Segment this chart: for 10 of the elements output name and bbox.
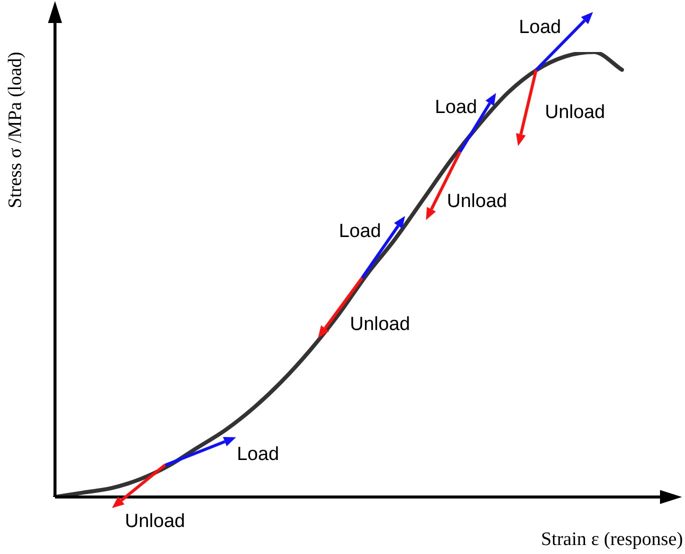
- annotation: Unload: [350, 314, 410, 336]
- text: Load: [518, 17, 562, 39]
- x-axis-title: Strain ε (response): [541, 528, 683, 550]
- annotation: Load: [236, 444, 280, 466]
- y-axis-title: Stress σ /MPa (load): [4, 52, 26, 208]
- annotation: Unload: [544, 102, 606, 124]
- annotation: Unload: [446, 191, 508, 213]
- annotation: Load: [338, 221, 382, 243]
- annotation: Load: [434, 97, 478, 119]
- text: Unload: [124, 511, 186, 533]
